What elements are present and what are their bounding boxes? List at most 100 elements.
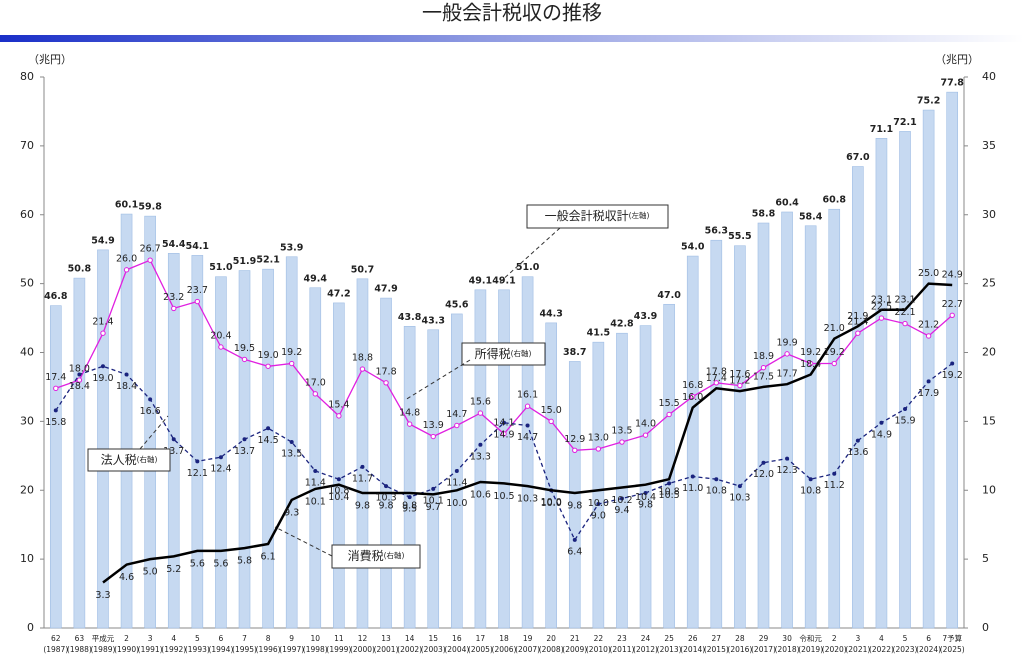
annotation-arrow	[499, 227, 561, 283]
x-tick-year: (1990)	[114, 645, 139, 654]
axis-note: (右軸)	[137, 454, 158, 464]
bar	[309, 287, 322, 629]
value-label: 6.4	[567, 546, 582, 557]
value-label: 44.3	[539, 308, 562, 319]
value-label: 10.4	[328, 492, 349, 503]
value-label: 51.0	[516, 262, 540, 273]
value-label: 9.8	[355, 501, 370, 512]
x-tick-label: 15	[428, 634, 438, 643]
value-label: 16.6	[140, 406, 161, 417]
x-tick-year: (2017)	[751, 645, 776, 654]
axes: 01020304050607080051015202530354062(1987…	[20, 70, 996, 654]
point	[171, 437, 176, 442]
x-tick-label: 12	[358, 634, 368, 643]
point	[77, 372, 82, 377]
value-label: 26.7	[140, 244, 161, 255]
y-tick-label: 60	[20, 208, 34, 221]
annotation-label: 所得税(右軸)	[475, 346, 532, 361]
value-label: 13.7	[163, 446, 184, 457]
y-tick-label: 20	[20, 483, 34, 496]
y2-tick-label: 35	[982, 139, 996, 152]
value-label: 9.8	[378, 501, 393, 512]
value-label: 54.0	[681, 242, 705, 253]
annotation-box	[526, 204, 669, 229]
x-tick-year: (2011)	[609, 645, 634, 654]
point	[336, 413, 342, 419]
point	[383, 380, 389, 386]
value-label: 60.4	[775, 197, 799, 208]
value-label: 5.6	[190, 558, 205, 569]
value-label: 50.8	[68, 264, 92, 275]
bar	[215, 276, 227, 629]
value-label: 9.8	[567, 501, 582, 512]
value-label: 51.9	[233, 256, 256, 267]
x-tick-year: (2004)	[444, 645, 469, 654]
series-name: 所得税	[475, 346, 511, 361]
point	[242, 437, 247, 442]
axis-note: (右軸)	[384, 550, 405, 560]
y2-tick-label: 40	[982, 70, 996, 83]
value-label: 50.7	[351, 264, 374, 275]
x-tick-year: (2025)	[940, 645, 965, 654]
point	[642, 432, 649, 438]
bar	[922, 109, 935, 629]
value-label: 17.8	[375, 366, 396, 377]
value-label: 10.0	[446, 498, 467, 509]
bar	[734, 245, 746, 629]
value-label: 72.1	[893, 117, 916, 128]
point	[501, 431, 507, 437]
x-tick-year: (2008)	[539, 645, 564, 654]
value-label: 15.4	[328, 399, 349, 410]
value-label: 59.8	[138, 202, 162, 213]
bar	[49, 305, 62, 629]
value-label: 60.8	[823, 195, 847, 206]
point	[336, 477, 341, 482]
value-label: 17.4	[45, 372, 66, 383]
point	[572, 447, 578, 454]
value-label: 38.7	[563, 347, 586, 358]
value-label: 11.4	[305, 477, 326, 488]
value-label: 10.5	[493, 491, 514, 502]
point	[785, 456, 790, 461]
value-label: 18.4	[800, 359, 821, 370]
annotation-box	[331, 544, 421, 569]
value-label: 49.4	[304, 273, 328, 284]
point	[53, 385, 59, 392]
y2-tick-label: 0	[982, 621, 989, 634]
x-tick-year: (2002)	[397, 645, 422, 654]
value-label: 21.0	[824, 323, 845, 334]
point	[525, 423, 530, 428]
x-tick-label: 28	[735, 634, 745, 643]
value-label: 10.1	[305, 496, 326, 507]
value-label: 9.7	[426, 502, 441, 513]
bar	[521, 276, 534, 629]
bar	[120, 213, 133, 629]
x-tick-year: (2016)	[727, 645, 752, 654]
value-label: 13.9	[423, 420, 444, 431]
value-label: 17.7	[776, 369, 797, 380]
bar	[639, 325, 652, 629]
bar	[333, 302, 345, 629]
x-tick-year: (1994)	[208, 645, 233, 654]
x-tick-year: (2021)	[845, 645, 870, 654]
value-label: 51.0	[209, 262, 233, 273]
x-tick-year: (1992)	[161, 645, 186, 654]
bar	[781, 211, 793, 629]
bar	[686, 255, 699, 629]
x-tick-label: 18	[499, 634, 509, 643]
value-label: 22.7	[942, 299, 963, 310]
point	[431, 486, 436, 491]
x-tick-year: (2012)	[633, 645, 658, 654]
x-tick-label: 10	[311, 634, 321, 643]
value-label: 14.1	[493, 417, 514, 428]
x-tick-label: 8	[266, 634, 271, 643]
y-tick-label: 70	[20, 139, 34, 152]
value-label: 20.4	[210, 330, 231, 341]
y2-tick-label: 5	[982, 552, 989, 565]
value-label: 9.5	[402, 504, 417, 515]
point	[596, 502, 601, 507]
value-label: 17.6	[729, 369, 750, 380]
x-tick-year: (1993)	[185, 645, 210, 654]
x-tick-year: (2018)	[775, 645, 800, 654]
value-label: 18.9	[753, 351, 774, 362]
